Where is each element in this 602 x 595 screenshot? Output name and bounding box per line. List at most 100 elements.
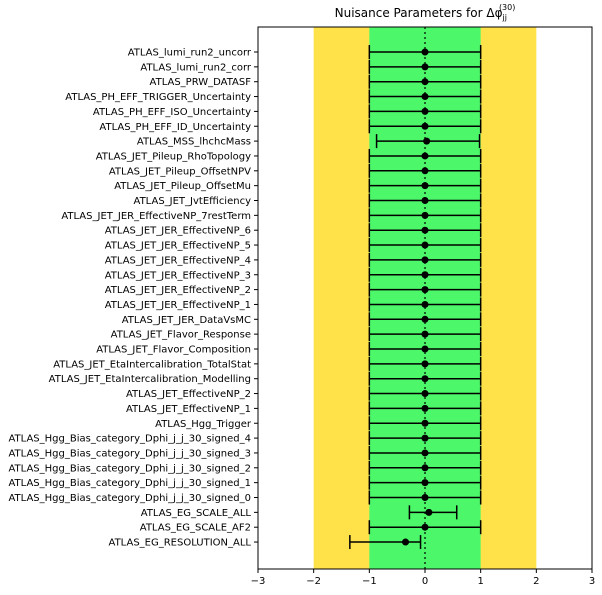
pull-marker: [421, 464, 429, 472]
pull-marker: [421, 390, 429, 398]
pull-marker: [421, 300, 429, 308]
pull-point-9: [368, 178, 482, 193]
y-tick-label: ATLAS_JET_Pileup_OffsetNPV: [109, 166, 251, 177]
pull-point-18: [368, 312, 482, 327]
y-tick-label: ATLAS_EG_RESOLUTION_ALL: [109, 538, 252, 549]
y-tick-label: ATLAS_Hgg_Bias_category_Dphi_j_j_30_sign…: [8, 478, 251, 489]
pull-point-7: [368, 148, 482, 163]
y-tick-label: ATLAS_JET_JER_EffectiveNP_5: [105, 241, 251, 252]
pull-point-19: [368, 327, 482, 342]
pull-point-4: [368, 104, 482, 119]
y-tick-label: ATLAS_JET_Flavor_Composition: [96, 345, 251, 356]
pull-point-26: [368, 431, 482, 446]
pull-point-3: [368, 89, 482, 104]
pull-marker: [421, 167, 429, 175]
pull-point-8: [368, 163, 482, 178]
pull-point-20: [368, 342, 482, 356]
x-tick-label: 2: [533, 576, 539, 587]
pull-marker: [421, 479, 429, 487]
y-tick-label: ATLAS_JET_EffectiveNP_2: [126, 389, 251, 400]
pull-marker: [421, 419, 429, 427]
plot-frame: [257, 26, 593, 570]
y-tick-label: ATLAS_JET_JvtEfficiency: [134, 196, 252, 207]
pull-marker: [421, 449, 429, 457]
x-tick-label: 1: [477, 576, 483, 587]
y-tick-label: ATLAS_lumi_run2_corr: [140, 62, 251, 73]
x-tick-label: −3: [251, 576, 266, 587]
pull-marker: [421, 330, 429, 338]
y-tick-label: ATLAS_JET_JER_DataVsMC: [122, 315, 251, 326]
pull-point-5: [368, 119, 482, 134]
y-axis-labels: ATLAS_lumi_run2_uncorr ATLAS_lumi_run2_co…: [8, 48, 258, 549]
pull-point-17: [368, 297, 482, 312]
pull-point-6: [375, 134, 481, 149]
pull-marker: [421, 226, 429, 234]
pull-point-28: [368, 460, 482, 475]
pull-point-27: [368, 445, 482, 460]
y-tick-label: ATLAS_JET_Flavor_Response: [111, 330, 251, 341]
pull-marker: [421, 122, 429, 130]
pull-point-14: [368, 252, 482, 267]
y-tick-label: ATLAS_JET_JER_EffectiveNP_6: [105, 226, 251, 237]
y-tick-label: ATLAS_EG_SCALE_AF2: [140, 523, 251, 534]
y-tick-label: ATLAS_Hgg_Trigger: [155, 419, 252, 430]
pull-marker: [402, 538, 410, 546]
pull-marker: [421, 107, 429, 115]
pull-marker: [421, 152, 429, 160]
x-axis: −3 −2 −1 0 1 2 3: [251, 569, 595, 587]
x-tick-label: −1: [362, 576, 377, 587]
pull-marker: [421, 182, 429, 190]
y-tick-label: ATLAS_Hgg_Bias_category_Dphi_j_j_30_sign…: [8, 463, 251, 474]
pull-point-32: [368, 520, 482, 535]
y-tick-label: ATLAS_PH_EFF_TRIGGER_Uncertainty: [65, 92, 251, 103]
y-tick-label: ATLAS_JET_Pileup_RhoTopology: [96, 151, 251, 162]
pull-point-24: [368, 401, 482, 416]
pull-marker: [421, 434, 429, 442]
pull-point-25: [368, 416, 482, 431]
pull-point-16: [368, 282, 482, 297]
pull-marker: [421, 375, 429, 383]
y-tick-label: ATLAS_JET_JER_EffectiveNP_2: [105, 285, 251, 296]
pull-point-2: [368, 74, 482, 89]
pull-point-31: [408, 505, 458, 520]
y-tick-label: ATLAS_EG_SCALE_ALL: [141, 508, 252, 519]
pull-marker: [421, 315, 429, 323]
x-tick-label: 0: [422, 576, 428, 587]
y-tick-label: ATLAS_JET_EtaIntercalibration_Modelling: [49, 374, 251, 385]
pull-marker: [421, 256, 429, 264]
pull-point-11: [368, 208, 482, 223]
pull-marker: [421, 286, 429, 294]
y-tick-label: ATLAS_Hgg_Bias_category_Dphi_j_j_30_sign…: [8, 448, 251, 459]
y-tick-label: ATLAS_JET_JER_EffectiveNP_3: [105, 270, 251, 281]
y-tick-label: ATLAS_JET_EtaIntercalibration_TotalStat: [53, 359, 251, 370]
pull-point-30: [368, 490, 482, 505]
pull-points: [349, 45, 482, 550]
pull-marker: [421, 197, 429, 204]
pull-marker: [421, 494, 429, 501]
y-tick-label: ATLAS_MSS_lhchcMass: [137, 137, 251, 148]
pull-point-22: [368, 371, 482, 386]
y-tick-label: ATLAS_JET_JER_EffectiveNP_7restTerm: [61, 211, 251, 222]
y-tick-label: ATLAS_JET_JER_EffectiveNP_1: [105, 300, 251, 311]
chart-title: Nuisance Parameters for Δφjj(30): [335, 3, 516, 22]
y-tick-label: ATLAS_Hgg_Bias_category_Dphi_j_j_30_sign…: [8, 434, 251, 445]
y-tick-label: ATLAS_PRW_DATASF: [150, 77, 252, 88]
pull-marker: [421, 78, 429, 86]
pull-marker: [421, 211, 429, 219]
y-tick-label: ATLAS_lumi_run2_uncorr: [128, 48, 252, 59]
pull-point-13: [368, 238, 482, 253]
pull-point-21: [368, 356, 482, 371]
pull-marker: [421, 271, 429, 279]
pull-point-29: [368, 475, 482, 490]
x-tick-label: 3: [589, 576, 595, 587]
y-tick-label: ATLAS_PH_EFF_ISO_Uncertainty: [93, 107, 251, 118]
pull-point-0: [368, 45, 482, 59]
pull-marker: [421, 241, 429, 249]
y-tick-label: ATLAS_PH_EFF_ID_Uncertainty: [99, 122, 251, 133]
pull-point-23: [368, 386, 482, 401]
pull-point-10: [368, 193, 482, 208]
y-tick-label: ATLAS_JET_Pileup_OffsetMu: [114, 181, 251, 192]
pull-marker: [421, 345, 429, 353]
pull-marker: [421, 63, 429, 71]
